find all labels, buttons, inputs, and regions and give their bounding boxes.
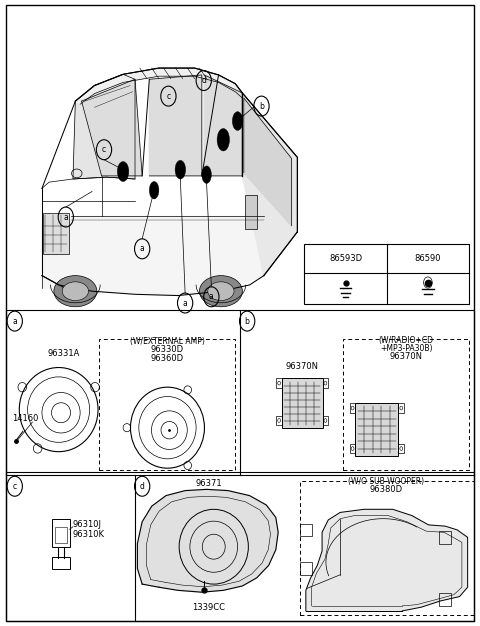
Text: 96360D: 96360D <box>151 354 184 363</box>
Bar <box>52 519 70 546</box>
Bar <box>300 524 312 536</box>
Bar <box>276 379 282 387</box>
Text: (W/O SUB WOOPER): (W/O SUB WOOPER) <box>348 476 425 486</box>
Text: +MP3-PA30B): +MP3-PA30B) <box>380 344 432 353</box>
Bar <box>398 403 404 413</box>
Text: b: b <box>259 101 264 111</box>
Text: d: d <box>140 482 144 491</box>
Bar <box>398 444 404 453</box>
Bar <box>300 562 312 575</box>
Bar <box>439 593 451 606</box>
Bar <box>55 527 67 543</box>
Bar <box>304 244 469 304</box>
Ellipse shape <box>117 162 129 182</box>
Text: b: b <box>245 317 250 326</box>
Ellipse shape <box>199 275 242 307</box>
Text: 96380D: 96380D <box>370 485 403 494</box>
Bar <box>350 403 356 413</box>
Text: a: a <box>183 299 188 307</box>
Text: a: a <box>12 317 17 326</box>
Text: 96371: 96371 <box>196 478 222 488</box>
Polygon shape <box>75 68 242 104</box>
Polygon shape <box>82 80 142 176</box>
Bar <box>350 444 356 453</box>
Bar <box>276 416 282 425</box>
Bar <box>245 195 257 229</box>
Polygon shape <box>149 75 202 176</box>
Polygon shape <box>242 93 297 275</box>
Text: c: c <box>102 145 106 154</box>
Text: 14160: 14160 <box>12 414 38 423</box>
Text: c: c <box>12 482 17 491</box>
Polygon shape <box>42 217 264 295</box>
Text: 1339CC: 1339CC <box>192 603 226 612</box>
Text: a: a <box>140 244 144 254</box>
Ellipse shape <box>62 282 88 300</box>
Polygon shape <box>73 74 135 179</box>
Polygon shape <box>244 98 291 226</box>
Text: 86590: 86590 <box>415 254 441 263</box>
Bar <box>43 213 69 254</box>
Text: 96370N: 96370N <box>390 352 422 361</box>
Ellipse shape <box>217 128 229 151</box>
Bar <box>52 557 70 568</box>
Text: 96310J: 96310J <box>73 520 102 530</box>
Text: c: c <box>167 91 170 101</box>
Text: (W/RADIO+CD: (W/RADIO+CD <box>379 336 433 345</box>
Bar <box>300 481 474 615</box>
Text: 96310K: 96310K <box>73 530 105 539</box>
Text: a: a <box>63 212 68 222</box>
Ellipse shape <box>208 282 234 300</box>
Bar <box>323 416 328 425</box>
Bar <box>99 339 235 470</box>
Polygon shape <box>204 75 242 176</box>
Ellipse shape <box>202 166 211 183</box>
Ellipse shape <box>149 182 159 199</box>
Bar <box>6 472 474 622</box>
Polygon shape <box>306 510 468 611</box>
Ellipse shape <box>54 275 97 307</box>
Text: d: d <box>201 76 206 85</box>
Bar <box>356 403 398 456</box>
Text: 96370N: 96370N <box>286 362 319 371</box>
Bar <box>323 379 328 387</box>
Bar <box>343 339 469 470</box>
Text: a: a <box>209 292 214 301</box>
Text: 96331A: 96331A <box>47 349 80 359</box>
Ellipse shape <box>232 111 243 130</box>
Bar <box>6 310 474 475</box>
Bar <box>282 379 323 428</box>
Text: 86593D: 86593D <box>329 254 362 263</box>
Polygon shape <box>137 490 278 592</box>
Bar <box>439 531 451 543</box>
Text: 96330D: 96330D <box>151 344 184 354</box>
Text: (W/EXTERNAL AMP): (W/EXTERNAL AMP) <box>130 337 205 346</box>
Ellipse shape <box>175 160 186 179</box>
